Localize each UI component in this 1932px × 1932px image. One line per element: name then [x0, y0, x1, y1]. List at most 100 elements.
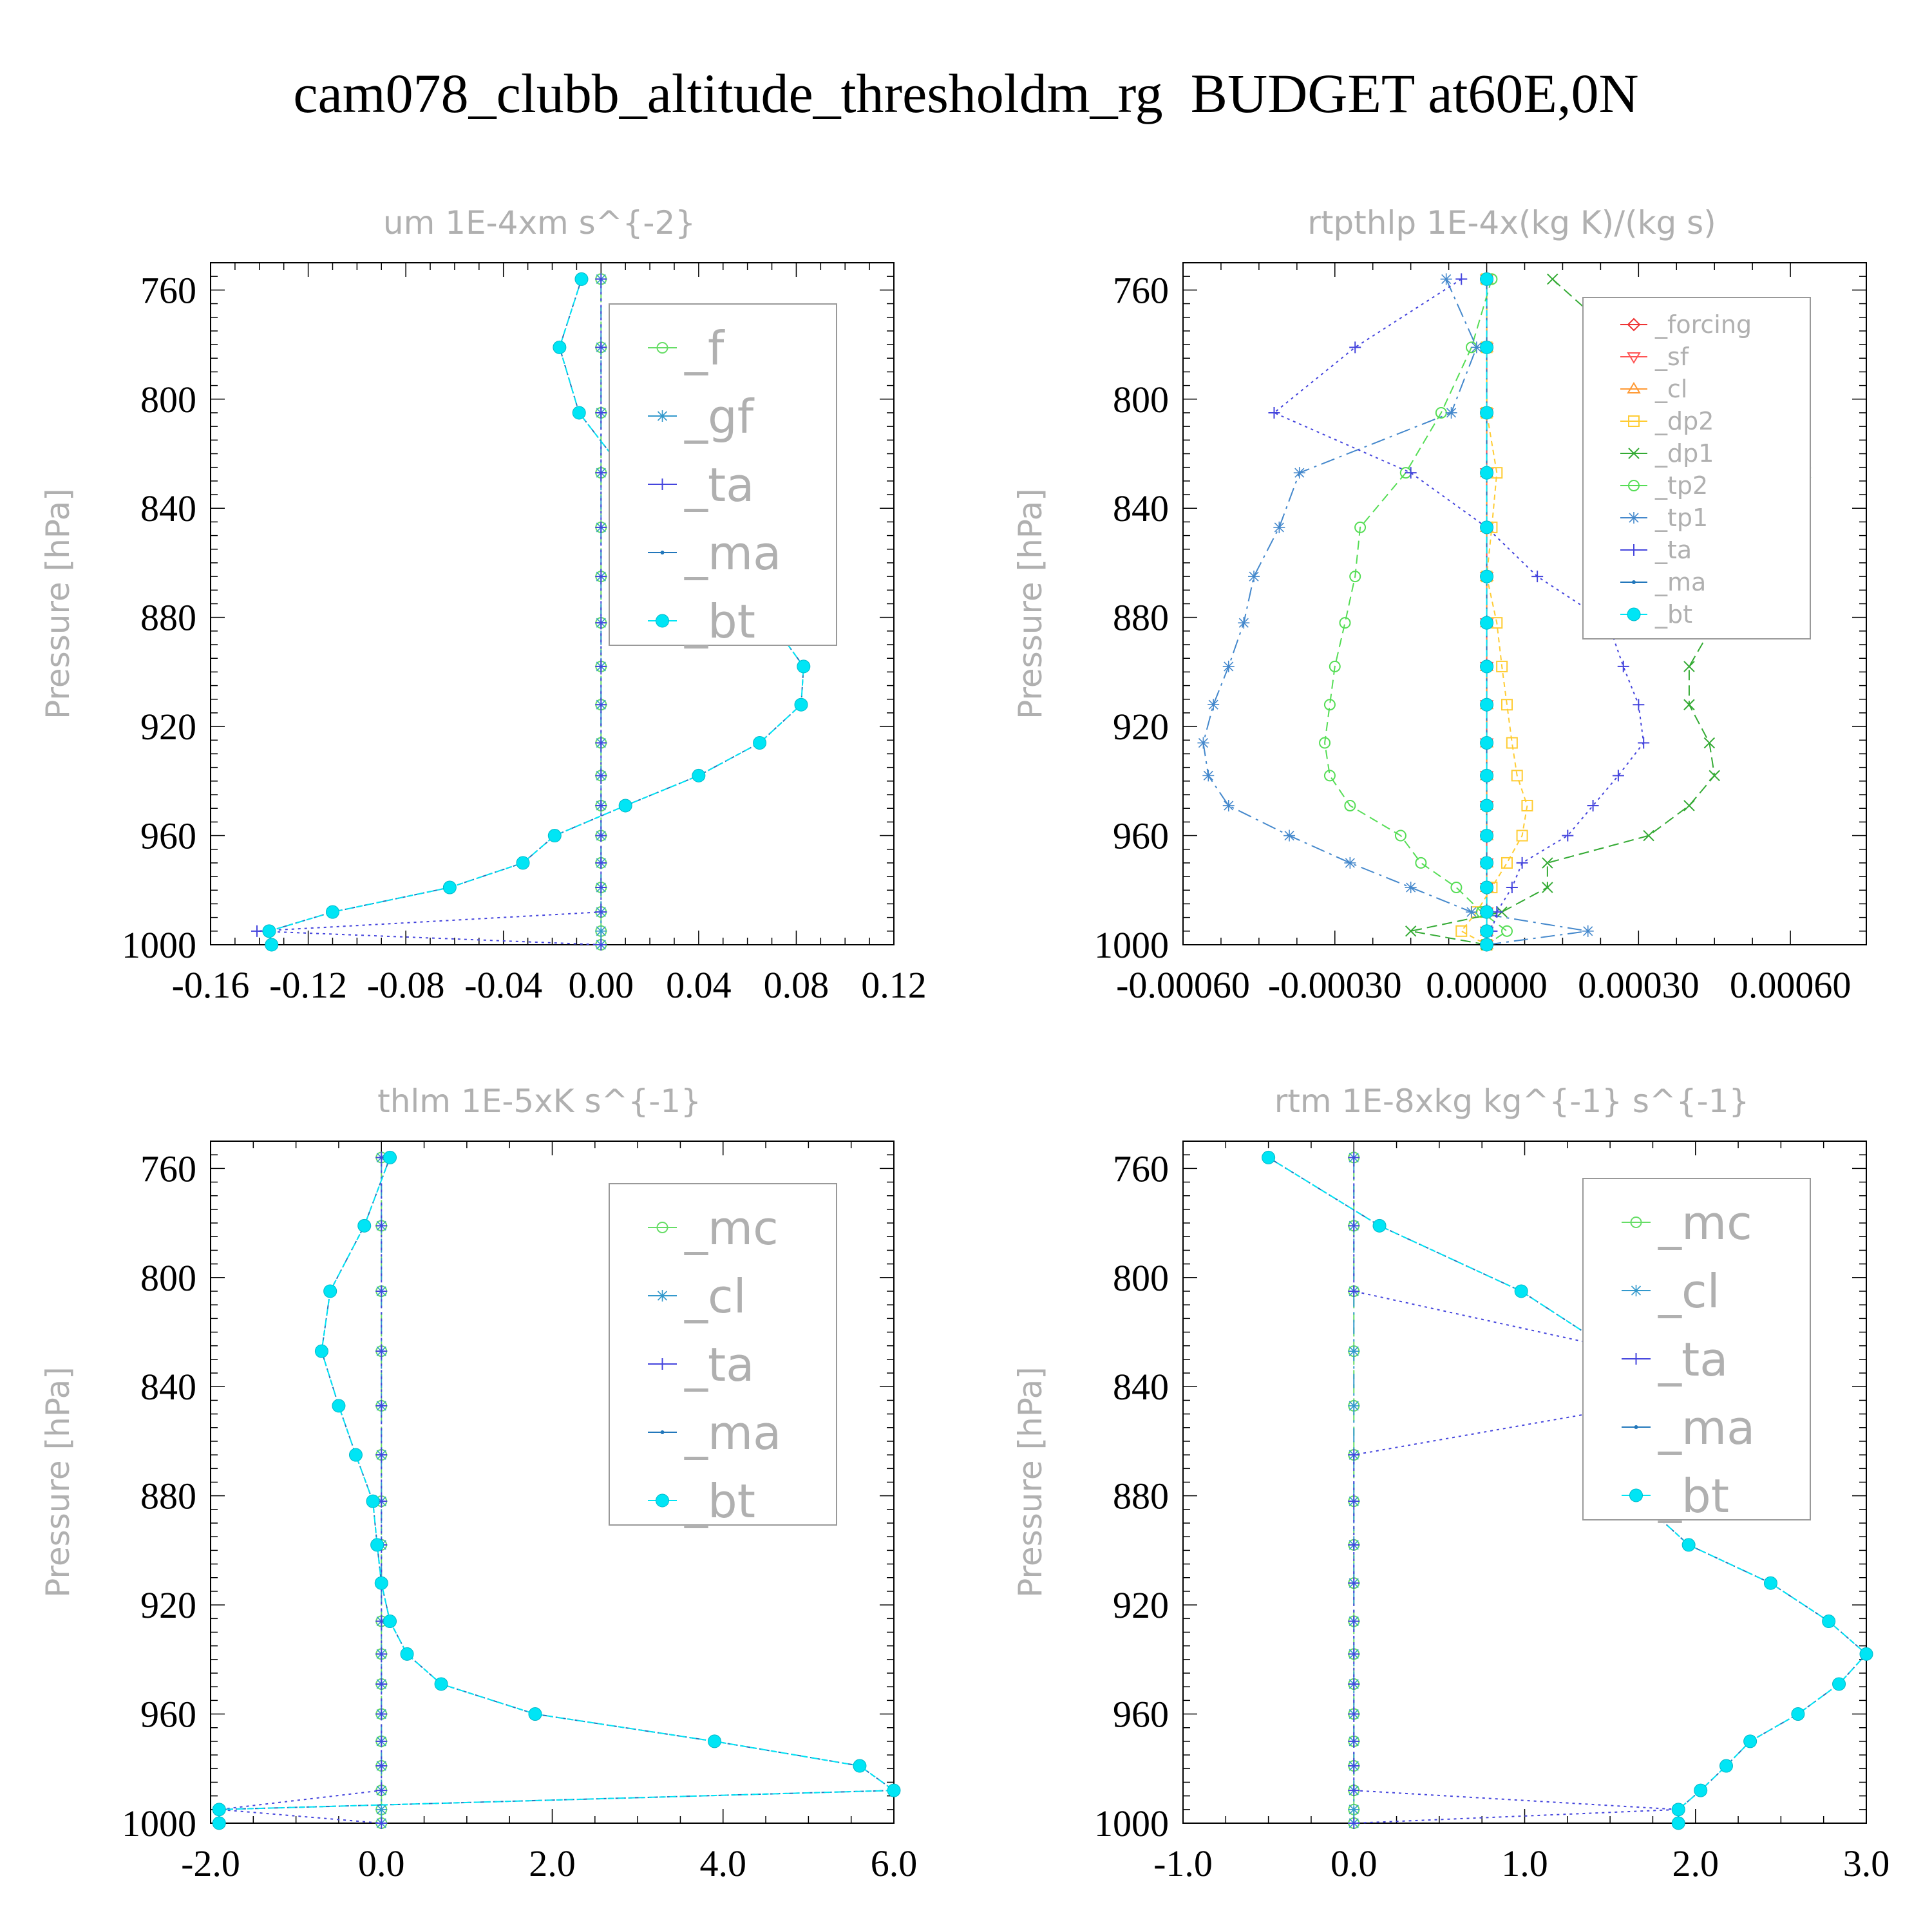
data-point — [1480, 736, 1494, 750]
data-point — [1681, 1538, 1696, 1552]
x-tick-label: -0.00060 — [1116, 964, 1250, 1006]
data-point — [1480, 616, 1494, 630]
legend-label: _dp1 — [1654, 439, 1714, 468]
legend-marker — [656, 1290, 668, 1302]
x-tick-label: 1.0 — [1501, 1842, 1548, 1884]
y-tick-label: 840 — [1113, 488, 1169, 529]
data-point — [314, 1344, 328, 1358]
data-point — [1832, 1677, 1846, 1691]
legend-marker — [1627, 317, 1641, 332]
data-point — [375, 1735, 388, 1747]
legend-marker — [656, 342, 668, 354]
data-point — [1348, 1577, 1360, 1589]
data-point — [1480, 905, 1494, 919]
data-point — [1694, 1783, 1708, 1797]
data-point — [383, 1150, 397, 1164]
data-point — [375, 1803, 388, 1815]
x-tick-label: -0.04 — [464, 964, 542, 1006]
y-tick-label: 920 — [1113, 706, 1169, 748]
x-tick-label: 0.0 — [358, 1842, 405, 1884]
legend-label: _dp2 — [1654, 407, 1714, 435]
data-point — [370, 1538, 384, 1552]
data-point — [1501, 925, 1513, 937]
data-point — [595, 660, 607, 672]
data-point — [383, 1615, 397, 1629]
data-point — [595, 939, 607, 951]
legend-label: _ma — [684, 526, 781, 580]
data-point — [1440, 273, 1452, 285]
x-tick-label: 0.00000 — [1426, 964, 1548, 1006]
data-point — [1612, 770, 1624, 782]
data-point — [1822, 1615, 1836, 1629]
data-point — [1683, 661, 1695, 672]
data-point — [1348, 1345, 1360, 1358]
legend-marker — [1628, 415, 1640, 427]
data-point — [1349, 571, 1361, 583]
y-tick-label: 960 — [140, 815, 196, 857]
y-tick-label: 960 — [140, 1694, 196, 1736]
legend-marker — [656, 1493, 669, 1508]
legend-box — [609, 1183, 837, 1526]
legend-marker — [1632, 580, 1636, 584]
x-tick-label: -0.16 — [172, 964, 250, 1006]
data-point — [1372, 1218, 1387, 1233]
data-point — [1348, 1220, 1360, 1232]
data-point — [1455, 925, 1468, 937]
data-point — [1197, 737, 1209, 749]
data-point — [357, 1218, 372, 1233]
legend-label: _bt — [684, 594, 755, 649]
data-point — [1683, 800, 1695, 811]
chart-panel-3: thlm 1E-5xK s^{-1} Pressure [hPa] 760 800 84… — [39, 1083, 917, 1884]
y-axis-label: Pressure [hPa] — [39, 1367, 77, 1598]
data-point — [1208, 699, 1220, 711]
data-point — [1547, 273, 1558, 285]
x-tick-label: 4.0 — [700, 1842, 747, 1884]
data-point — [1480, 659, 1494, 674]
data-point — [1354, 521, 1367, 533]
data-point — [1480, 829, 1494, 843]
data-point — [595, 737, 607, 749]
data-point — [1480, 520, 1494, 535]
y-tick-label: 880 — [1113, 1475, 1169, 1517]
x-tick-label: 2.0 — [529, 1842, 576, 1884]
data-point — [595, 799, 607, 811]
data-point — [618, 799, 632, 813]
y-tick-label: 880 — [140, 597, 196, 639]
series-line-ta — [219, 1157, 383, 1824]
y-tick-label: 960 — [1113, 1694, 1169, 1736]
data-point — [1222, 799, 1235, 811]
data-point — [1480, 569, 1494, 583]
series-group — [1262, 1150, 1873, 1830]
data-point — [1470, 341, 1482, 354]
series-group — [1197, 272, 1812, 952]
chart-panel-2: rtpthlp 1E-4x(kg K)/(kg s) Pressure [hPa]… — [1012, 204, 1867, 1006]
data-point — [1480, 856, 1494, 870]
data-point — [1633, 699, 1645, 711]
data-point — [1323, 770, 1336, 782]
data-point — [1480, 406, 1494, 420]
x-tick-label: 0.08 — [764, 964, 829, 1006]
data-point — [323, 1284, 337, 1298]
data-point — [574, 272, 589, 286]
data-point — [1480, 697, 1494, 712]
legend-label: _ma — [684, 1406, 781, 1460]
data-point — [375, 1708, 388, 1720]
y-tick-label: 920 — [140, 706, 196, 748]
data-point — [374, 1576, 388, 1590]
data-point — [595, 857, 607, 869]
data-point — [1542, 882, 1553, 893]
series-line-dp2 — [1460, 279, 1528, 945]
y-tick-label: 840 — [1113, 1366, 1169, 1408]
data-point — [1348, 1760, 1360, 1772]
legend-label: _bt — [1654, 600, 1692, 629]
data-point — [265, 938, 279, 952]
data-point — [1791, 1707, 1805, 1721]
data-point — [1496, 660, 1508, 672]
y-axis-label: Pressure [hPa] — [39, 488, 77, 719]
legend-marker — [1634, 1425, 1638, 1429]
panel-title: thlm 1E-5xK s^{-1} — [377, 1083, 701, 1120]
data-point — [348, 1448, 363, 1462]
data-point — [1643, 829, 1654, 842]
data-point — [853, 1759, 867, 1773]
